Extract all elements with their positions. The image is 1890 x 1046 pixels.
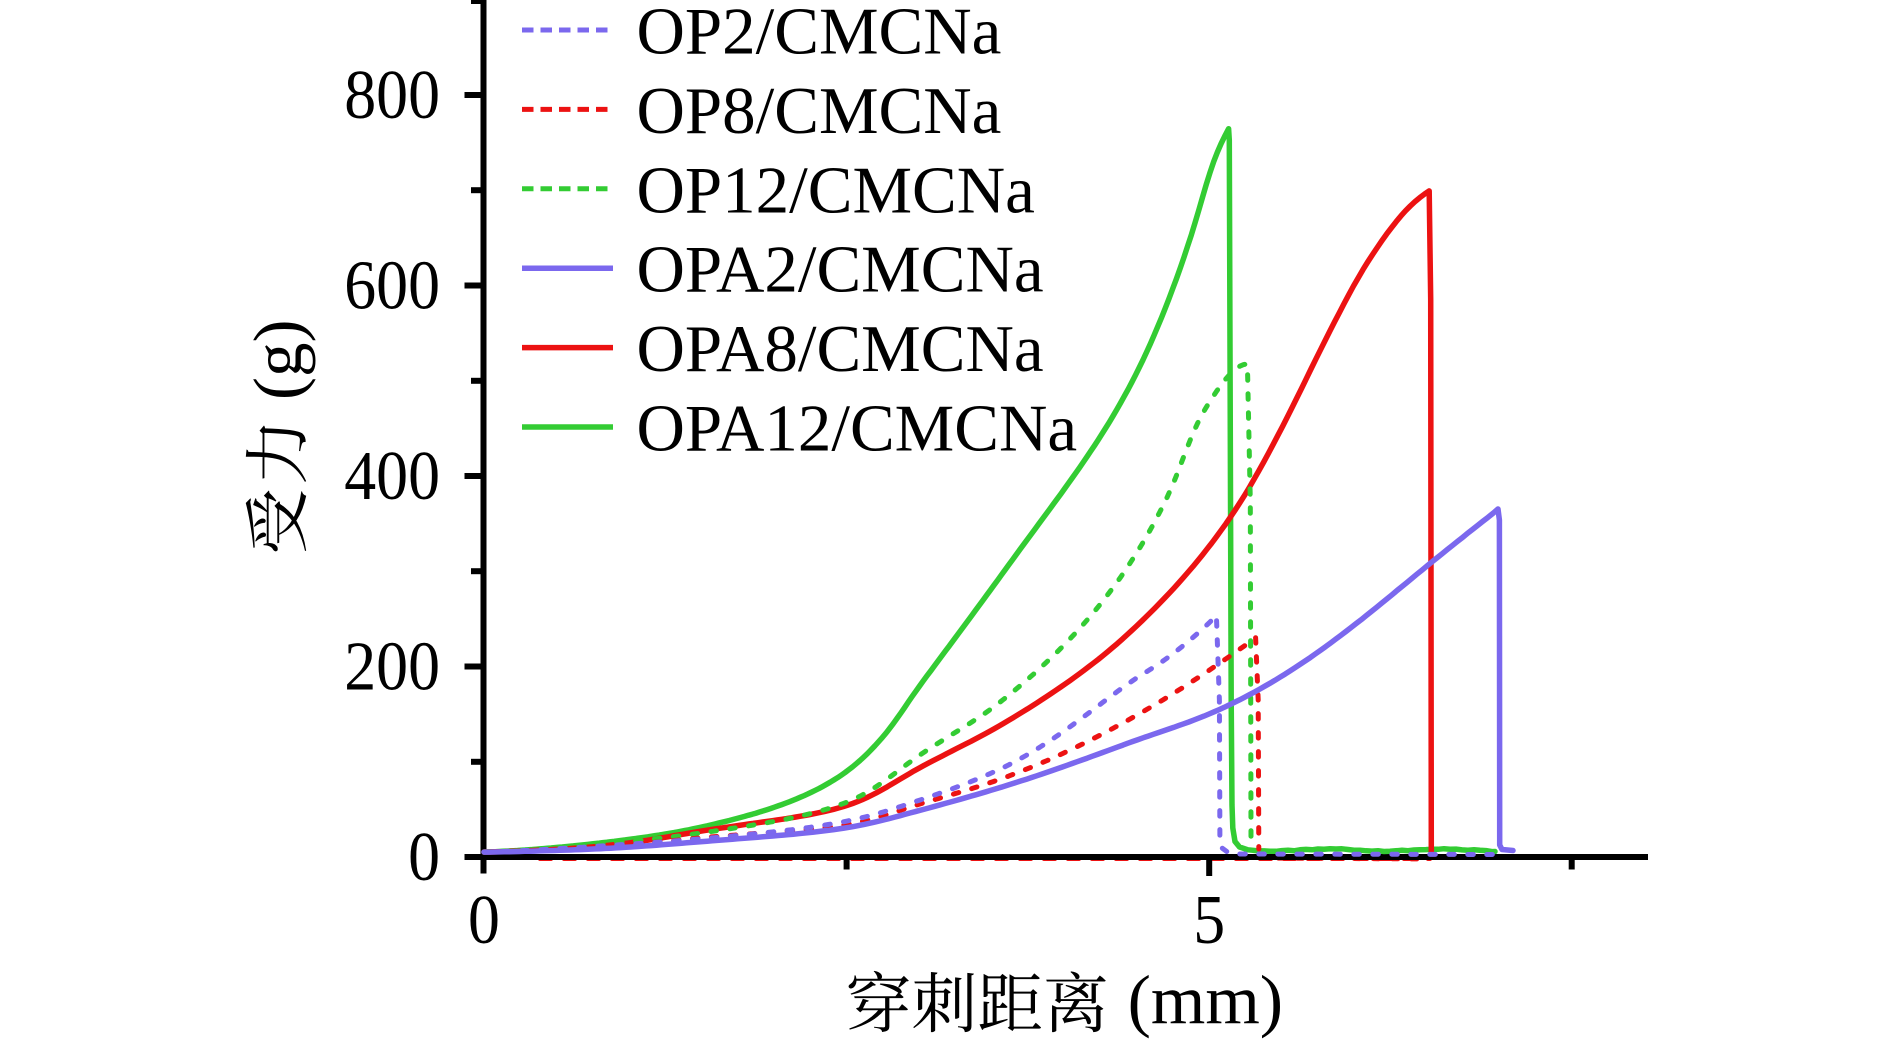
svg-text:400: 400 xyxy=(344,439,440,515)
svg-text:5: 5 xyxy=(1193,883,1225,959)
svg-text:OPA12/CMCNa: OPA12/CMCNa xyxy=(637,392,1078,466)
svg-text:(g): (g) xyxy=(240,320,316,400)
svg-text:0: 0 xyxy=(408,820,440,896)
svg-text:OP2/CMCNa: OP2/CMCNa xyxy=(637,0,1002,69)
svg-text:600: 600 xyxy=(344,248,440,324)
svg-text:OP8/CMCNa: OP8/CMCNa xyxy=(637,74,1002,148)
svg-text:OPA2/CMCNa: OPA2/CMCNa xyxy=(637,233,1044,307)
svg-text:800: 800 xyxy=(344,58,440,134)
svg-text:OP12/CMCNa: OP12/CMCNa xyxy=(637,153,1035,227)
svg-text:0: 0 xyxy=(468,883,500,959)
svg-text:(mm): (mm) xyxy=(1128,963,1284,1040)
svg-text:OPA8/CMCNa: OPA8/CMCNa xyxy=(637,312,1044,386)
svg-text:200: 200 xyxy=(344,629,440,705)
